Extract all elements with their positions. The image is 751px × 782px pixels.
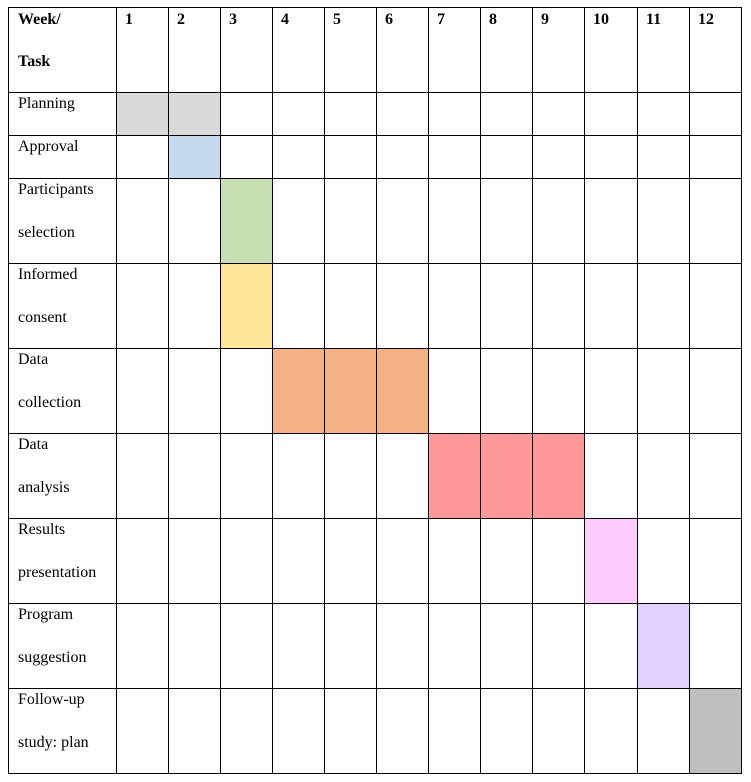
grid-line-horizontal: [8, 518, 742, 519]
task-label: Data: [18, 351, 49, 368]
bar-cell: [325, 349, 376, 433]
grid-line-vertical: [376, 7, 377, 774]
task-label: Program: [18, 606, 74, 623]
bar-cell: [169, 93, 220, 135]
week-header: 5: [333, 11, 341, 28]
grid-line-vertical: [8, 7, 9, 774]
week-header: 10: [593, 11, 609, 28]
task-label: Follow-up: [18, 691, 85, 708]
grid-line-vertical: [428, 7, 429, 774]
week-header: 2: [177, 11, 185, 28]
grid-line-vertical: [480, 7, 481, 774]
grid-line-vertical: [584, 7, 585, 774]
grid-line-horizontal: [8, 263, 742, 264]
bar-cell: [429, 434, 480, 518]
task-label: study: plan: [18, 734, 89, 751]
bar-cell: [690, 689, 741, 773]
task-label: selection: [18, 224, 75, 241]
grid-line-vertical: [741, 7, 742, 774]
task-label: suggestion: [18, 649, 87, 666]
week-header: 9: [541, 11, 549, 28]
header-week-label: Week/: [18, 11, 61, 28]
grid-line-vertical: [272, 7, 273, 774]
task-label: Informed: [18, 266, 78, 283]
task-label: consent: [18, 309, 67, 326]
grid-line-horizontal: [8, 688, 742, 689]
week-header: 6: [385, 11, 393, 28]
week-header: 1: [125, 11, 133, 28]
bar-cell: [585, 519, 637, 603]
bar-cell: [221, 264, 272, 348]
gantt-table: Week/ Task 1 2 3 4 5 6 7 8 9 10 11 12 Planning Approv…: [8, 7, 742, 774]
grid-line-horizontal: [8, 7, 742, 8]
grid-line-vertical: [324, 7, 325, 774]
grid-line-horizontal: [8, 348, 742, 349]
bar-cell: [481, 434, 532, 518]
task-label: Data: [18, 436, 49, 453]
grid-line-vertical: [689, 7, 690, 774]
grid-line-horizontal: [8, 135, 742, 136]
task-label: Results: [18, 521, 66, 538]
header-task-label: Task: [18, 53, 51, 70]
task-label: presentation: [18, 564, 97, 581]
task-label: Participants: [18, 181, 94, 198]
bar-cell: [273, 349, 324, 433]
grid-line-vertical: [532, 7, 533, 774]
bar-cell: [221, 179, 272, 263]
week-header: 7: [437, 11, 445, 28]
grid-line-horizontal: [8, 433, 742, 434]
grid-line-horizontal: [8, 603, 742, 604]
week-header: 4: [281, 11, 289, 28]
week-header: 12: [698, 11, 714, 28]
grid-line-horizontal: [8, 92, 742, 93]
bar-cell: [377, 349, 428, 433]
grid-line-vertical: [637, 7, 638, 774]
bar-cell: [169, 136, 220, 178]
task-label: Planning: [18, 95, 75, 112]
grid-line-horizontal: [8, 178, 742, 179]
week-header: 8: [489, 11, 497, 28]
grid-line-horizontal: [8, 773, 742, 774]
bar-cell: [533, 434, 584, 518]
bar-cell: [117, 93, 168, 135]
task-label: Approval: [18, 138, 79, 155]
task-label: collection: [18, 394, 82, 411]
week-header: 11: [646, 11, 662, 28]
grid-line-vertical: [168, 7, 169, 774]
grid-line-vertical: [220, 7, 221, 774]
grid-line-vertical: [116, 7, 117, 774]
bar-cell: [638, 604, 689, 688]
task-label: analysis: [18, 479, 70, 496]
week-header: 3: [229, 11, 237, 28]
